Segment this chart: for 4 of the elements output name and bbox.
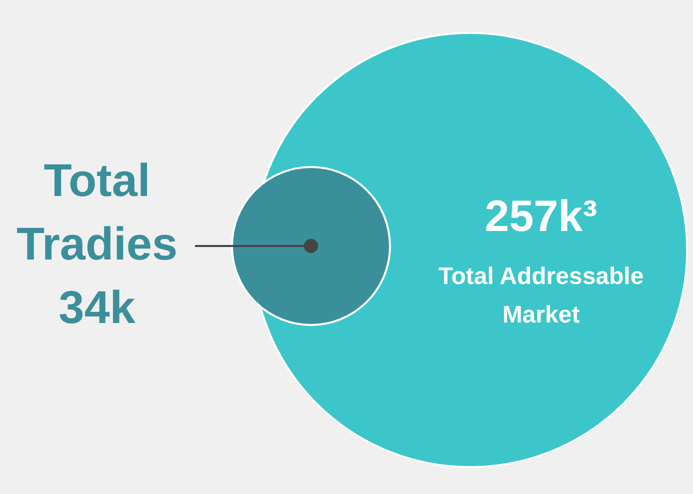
category-label: Total Tradies (16, 154, 178, 270)
data-label: 34k (58, 280, 136, 333)
data-label: 257k³ (484, 192, 598, 241)
category-label: Total Addressable Market (438, 263, 644, 328)
